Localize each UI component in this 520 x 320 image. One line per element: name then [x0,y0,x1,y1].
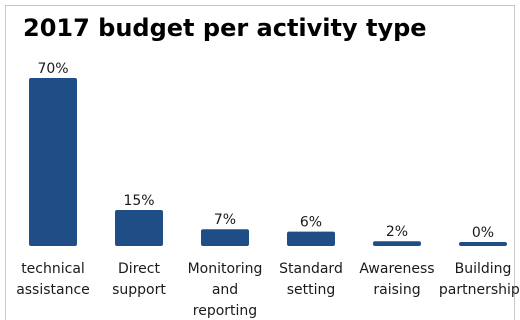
category-label-4: Awareness raising [359,261,434,298]
category-label-5: Building partnerships [439,261,520,298]
data-label-4: 2% [386,224,408,240]
data-label-0: 70% [37,61,68,77]
category-label-0: technical assistance [16,261,90,298]
category-label-3-line-0: Standard [279,261,343,277]
category-label-3: Standard setting [279,261,343,298]
category-label-0-line-0: technical [21,261,85,277]
data-label-3: 6% [300,215,322,231]
bar-0 [29,78,77,246]
category-label-2-line-0: Monitoring [188,261,263,277]
bar-3 [287,231,335,246]
chart-title: 2017 budget per activity type [23,14,427,42]
category-label-0-line-1: assistance [16,282,90,298]
bar-2 [201,229,249,246]
chart-frame [5,5,515,320]
category-label-1: Direct support [112,261,166,298]
category-label-5-line-1: partnerships [439,282,520,298]
data-label-1: 15% [123,193,154,209]
data-label-2: 7% [214,212,236,228]
category-label-4-line-1: raising [373,282,420,298]
bar-4 [373,241,421,246]
category-label-1-line-1: support [112,282,166,298]
category-label-2-line-2: reporting [193,303,257,319]
category-label-5-line-0: Building [455,261,512,277]
category-label-2-line-1: and [212,282,238,298]
data-label-5: 0% [472,225,494,241]
bar-5 [459,242,507,246]
bar-1 [115,210,163,246]
category-label-1-line-0: Direct [118,261,160,277]
category-label-4-line-0: Awareness [359,261,434,277]
category-label-2: Monitoring and reporting [188,261,263,319]
category-label-3-line-1: setting [287,282,336,298]
